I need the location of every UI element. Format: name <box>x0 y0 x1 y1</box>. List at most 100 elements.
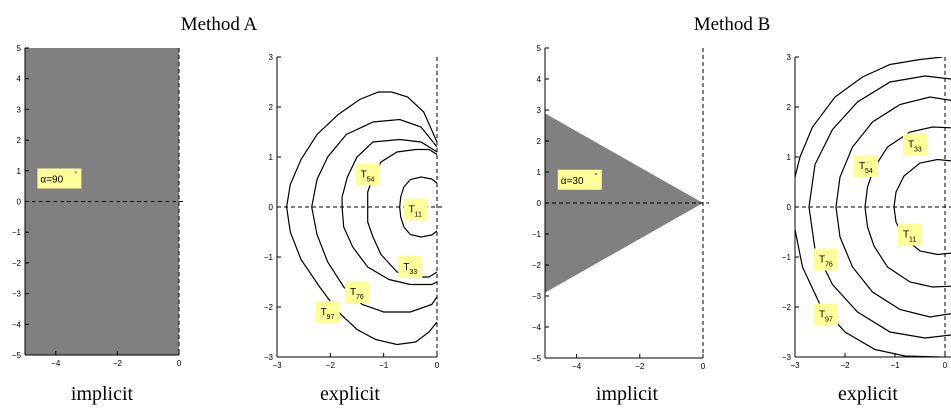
x-tick-label: −3 <box>272 361 282 370</box>
x-tick-label: −4 <box>51 359 61 368</box>
x-tick-label: −2 <box>840 361 850 370</box>
y-tick-label: −2 <box>782 303 792 312</box>
x-tick-label: −4 <box>572 362 582 371</box>
series-label-T_33: T 33 <box>903 133 927 156</box>
alpha-label-text: α=90 <box>40 174 63 185</box>
y-tick-label: 3 <box>787 53 792 62</box>
y-tick-label: −1 <box>264 253 274 262</box>
y-tick-label: −3 <box>782 353 792 362</box>
panel-method-a-implicit: −5 −4 −3 −2 −1 0 1 2 3 4 5 −4 −2 0 α=90 ° implicit <box>12 44 185 405</box>
series-label-box <box>814 303 838 326</box>
y-tick-label: 4 <box>537 75 542 84</box>
series-label-box <box>345 281 369 303</box>
series-label-T_11: T 11 <box>898 223 922 246</box>
y-tick-label: −2 <box>532 261 542 270</box>
x-tick-label: −3 <box>790 361 800 370</box>
series-label-text: T <box>819 255 825 266</box>
y-tick-label: 3 <box>537 106 542 115</box>
y-tick-label: 0 <box>787 203 792 212</box>
y-tick-label: 2 <box>17 136 22 145</box>
y-tick-label: 3 <box>269 53 274 62</box>
alpha-annotation: α=90 ° <box>37 168 82 189</box>
series-label-subscript: 54 <box>367 177 375 184</box>
panel-xlabel: implicit <box>71 383 134 405</box>
x-tick-label: 0 <box>177 359 182 368</box>
series-label-box <box>355 163 380 186</box>
x-tick-label: −2 <box>635 362 645 371</box>
x-tick-label: 0 <box>435 361 440 370</box>
y-tick-label: 1 <box>269 153 274 162</box>
panel-xlabel: explicit <box>838 383 898 405</box>
series-curve-T_76 <box>808 75 951 339</box>
y-tick-label: −1 <box>12 228 22 237</box>
x-tick-label: 0 <box>943 361 948 370</box>
series-label-subscript: 54 <box>865 168 873 175</box>
y-tick-label: 2 <box>269 103 274 112</box>
y-tick-label: −4 <box>12 320 22 329</box>
series-curve-T_97 <box>285 91 437 346</box>
series-label-subscript: 97 <box>825 317 833 324</box>
series-label-text: T <box>859 161 865 172</box>
x-tick-label: −1 <box>379 361 389 370</box>
y-tick-label: 4 <box>17 75 22 84</box>
series-label-subscript: 11 <box>415 212 422 219</box>
alpha-label-degree: ° <box>74 170 77 178</box>
y-tick-label: −3 <box>264 353 274 362</box>
series-curve-T_11 <box>399 176 437 238</box>
y-tick-label: −5 <box>12 351 22 360</box>
series-label-text: T <box>403 262 409 273</box>
method-title: Method B <box>694 14 771 35</box>
x-tick-label: −2 <box>326 361 336 370</box>
y-tick-label: −2 <box>264 303 274 312</box>
y-tick-label: 1 <box>787 153 792 162</box>
series-label-T_33: T 33 <box>398 256 423 278</box>
series-curve-T_97 <box>795 57 943 178</box>
series-label-subscript: 97 <box>327 314 335 321</box>
series-curve-outer <box>795 229 941 357</box>
series-label-text: T <box>321 307 327 318</box>
series-label-box <box>398 256 423 278</box>
series-label-text: T <box>361 170 367 181</box>
alpha-label-text: α=30 <box>561 176 584 187</box>
series-curve-T_54 <box>835 96 951 318</box>
series-curve-T_11 <box>893 158 951 256</box>
y-tick-label: −2 <box>12 259 22 268</box>
series-label-box <box>403 198 428 221</box>
series-label-text: T <box>409 205 415 216</box>
series-label-T_54: T 54 <box>854 155 878 177</box>
alpha-label-box <box>37 168 82 189</box>
panel-method-b-implicit: −5 −4 −3 −2 −1 0 1 2 3 4 5 −4 −2 0 α=30 ° implicit <box>532 44 709 405</box>
series-label-text: T <box>908 140 914 151</box>
series-label-box <box>315 301 340 323</box>
series-label-box <box>814 248 838 271</box>
x-tick-label: 0 <box>701 362 706 371</box>
series-label-box <box>854 155 878 177</box>
y-tick-label: −3 <box>12 290 22 299</box>
series-label-T_76: T 76 <box>345 281 369 303</box>
y-tick-label: 2 <box>537 137 542 146</box>
series-curve-T_33 <box>864 126 951 288</box>
method-title: Method A <box>181 14 258 35</box>
series-label-subscript: 76 <box>825 262 833 269</box>
y-tick-label: −5 <box>532 354 542 363</box>
y-tick-label: 1 <box>537 168 542 177</box>
series-label-T_76: T 76 <box>814 248 838 271</box>
y-tick-label: 0 <box>269 203 274 212</box>
x-tick-label: −1 <box>890 361 900 370</box>
series-label-text: T <box>819 310 825 321</box>
alpha-label-box <box>557 169 602 190</box>
y-tick-label: 0 <box>537 199 542 208</box>
series-label-T_97: T 97 <box>814 303 838 326</box>
series-label-subscript: 11 <box>909 237 916 244</box>
y-tick-label: 5 <box>537 44 542 53</box>
series-label-T_11: T 11 <box>403 198 428 221</box>
series-label-T_97: T 97 <box>315 301 340 323</box>
y-tick-label: 0 <box>17 198 22 207</box>
alpha-label-degree: ° <box>595 172 598 180</box>
series-label-subscript: 76 <box>356 294 364 301</box>
series-curve-T_54 <box>341 138 437 286</box>
series-label-T_54: T 54 <box>355 163 380 186</box>
